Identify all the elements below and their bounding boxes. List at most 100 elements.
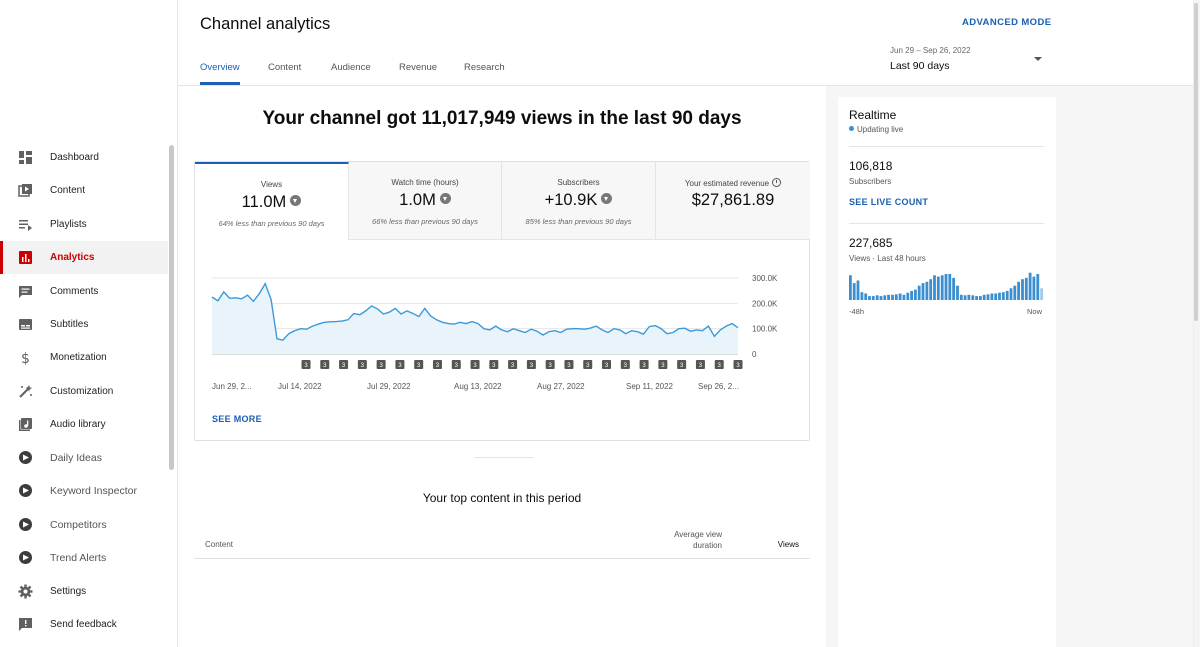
realtime-bar[interactable] [994,293,998,301]
sidebar-item-playlists[interactable]: Playlists [0,208,168,241]
event-marker-label: 3 [511,363,515,369]
date-preset[interactable]: Last 90 days [890,60,950,72]
date-range[interactable]: Jun 29 – Sep 26, 2022 [890,46,971,55]
realtime-bar[interactable] [956,285,959,300]
realtime-bar[interactable] [1021,279,1024,300]
realtime-bar[interactable] [1013,285,1017,300]
realtime-bar[interactable] [944,274,948,300]
realtime-bar[interactable] [914,289,917,300]
realtime-bar[interactable] [1024,277,1028,300]
realtime-bar[interactable] [979,296,982,300]
realtime-bar[interactable] [856,280,860,301]
realtime-bar[interactable] [898,293,902,301]
tab-research[interactable]: Research [464,62,505,73]
realtime-bar[interactable] [852,283,856,300]
realtime-bar[interactable] [1005,290,1009,300]
clock-icon [772,178,782,187]
realtime-bar[interactable] [921,283,925,300]
metric-subscribers[interactable]: Subscribers +10.9K 85% less than previou… [502,162,656,240]
metric-watch-time[interactable]: Watch time (hours) 1.0M 66% less than pr… [349,162,502,240]
realtime-bar[interactable] [864,293,868,301]
realtime-bar[interactable] [894,294,898,300]
realtime-bar[interactable] [1009,288,1013,300]
sidebar-item-trend-alerts[interactable]: Trend Alerts [0,541,168,574]
caret-down-icon[interactable] [1034,57,1042,61]
advanced-mode-button[interactable]: ADVANCED MODE [962,17,1052,28]
realtime-bar[interactable] [910,290,913,300]
tab-overview[interactable]: Overview [200,62,240,73]
sidebar-item-analytics[interactable]: Analytics [0,241,168,274]
tab-content[interactable]: Content [268,62,302,73]
column-header-content[interactable]: Content [205,540,234,549]
realtime-bar[interactable] [982,294,986,300]
series-area [212,283,738,354]
realtime-bar[interactable] [952,277,955,300]
sidebar-item-daily-ideas[interactable]: Daily Ideas [0,441,168,474]
event-marker [339,360,349,369]
sidebar-item-audio-library[interactable]: Audio library [0,408,168,441]
realtime-views-label: Views · Last 48 hours [849,254,926,263]
event-marker-label: 3 [361,363,365,369]
realtime-bar[interactable] [971,295,975,300]
see-live-count-link[interactable]: SEE LIVE COUNT [849,197,929,207]
sidebar-item-dashboard[interactable]: Dashboard [0,141,168,174]
realtime-bar[interactable] [936,276,940,300]
sidebar-item-content[interactable]: Content [0,174,168,207]
realtime-bar[interactable] [940,275,944,300]
x-tick-label: Aug 27, 2022 [537,382,585,391]
realtime-bar[interactable] [998,292,1001,300]
realtime-bar[interactable] [990,293,994,301]
realtime-bar[interactable] [887,294,890,300]
realtime-bar[interactable] [959,294,963,300]
event-marker-label: 3 [436,363,440,369]
realtime-bar[interactable] [948,274,952,300]
sidebar-item-settings[interactable]: Settings [0,575,168,608]
realtime-bar[interactable] [925,281,929,300]
realtime-bar[interactable] [879,296,883,300]
sidebar-item-customization[interactable]: Customization [0,375,168,408]
realtime-bar[interactable] [975,296,978,300]
realtime-bar[interactable] [986,294,990,300]
realtime-bar[interactable] [1036,274,1040,300]
tab-revenue[interactable]: Revenue [399,62,438,73]
metric-views[interactable]: Views 11.0M 64% less than previous 90 da… [195,162,349,240]
column-header-views[interactable]: Views [777,540,799,549]
realtime-bar[interactable] [1040,288,1043,300]
realtime-bar[interactable] [929,279,933,300]
realtime-bar[interactable] [1017,281,1020,300]
sidebar-item-comments[interactable]: Comments [0,275,168,308]
realtime-bar[interactable] [906,292,910,300]
realtime-bar[interactable] [933,275,936,300]
realtime-bar[interactable] [875,295,879,300]
sidebar-item-send-feedback[interactable]: Send feedback [0,608,168,641]
realtime-bar[interactable] [868,296,871,300]
see-more-link[interactable]: SEE MORE [212,414,262,424]
tab-audience[interactable]: Audience [331,62,371,73]
realtime-bar[interactable] [1028,272,1032,300]
top-content-title: Your top content in this period [422,491,582,505]
realtime-bar[interactable] [849,275,852,300]
sidebar-scrollbar[interactable] [169,145,174,470]
realtime-bar[interactable] [860,292,864,300]
metric-revenue[interactable]: Your estimated revenue $27,861.89 [656,162,810,240]
column-header-average-view-duration[interactable]: Average view duration [674,530,722,550]
realtime-bar[interactable] [871,296,875,300]
y-tick-label: 0 [752,350,757,359]
realtime-bar[interactable] [1032,276,1036,300]
realtime-bar[interactable] [917,285,921,300]
realtime-bar[interactable] [891,294,894,300]
sidebar-item-competitors[interactable]: Competitors [0,508,168,541]
sidebar-item-subtitles[interactable]: Subtitles [0,308,168,341]
realtime-bar[interactable] [883,295,887,300]
sidebar-item-monetization[interactable]: $ Monetization [0,341,168,374]
realtime-bar[interactable] [963,295,967,300]
event-marker [301,360,311,369]
realtime-bar[interactable] [1001,292,1005,300]
realtime-views-value: 227,685 [849,236,893,250]
page-scrollbar[interactable] [1194,3,1198,321]
realtime-bar[interactable] [902,294,906,300]
sidebar-item-keyword-inspector[interactable]: Keyword Inspector [0,474,168,507]
x-tick-label: Jun 29, 2... [212,382,252,391]
x-tick-label: Aug 13, 2022 [454,382,502,391]
realtime-bar[interactable] [967,294,971,300]
